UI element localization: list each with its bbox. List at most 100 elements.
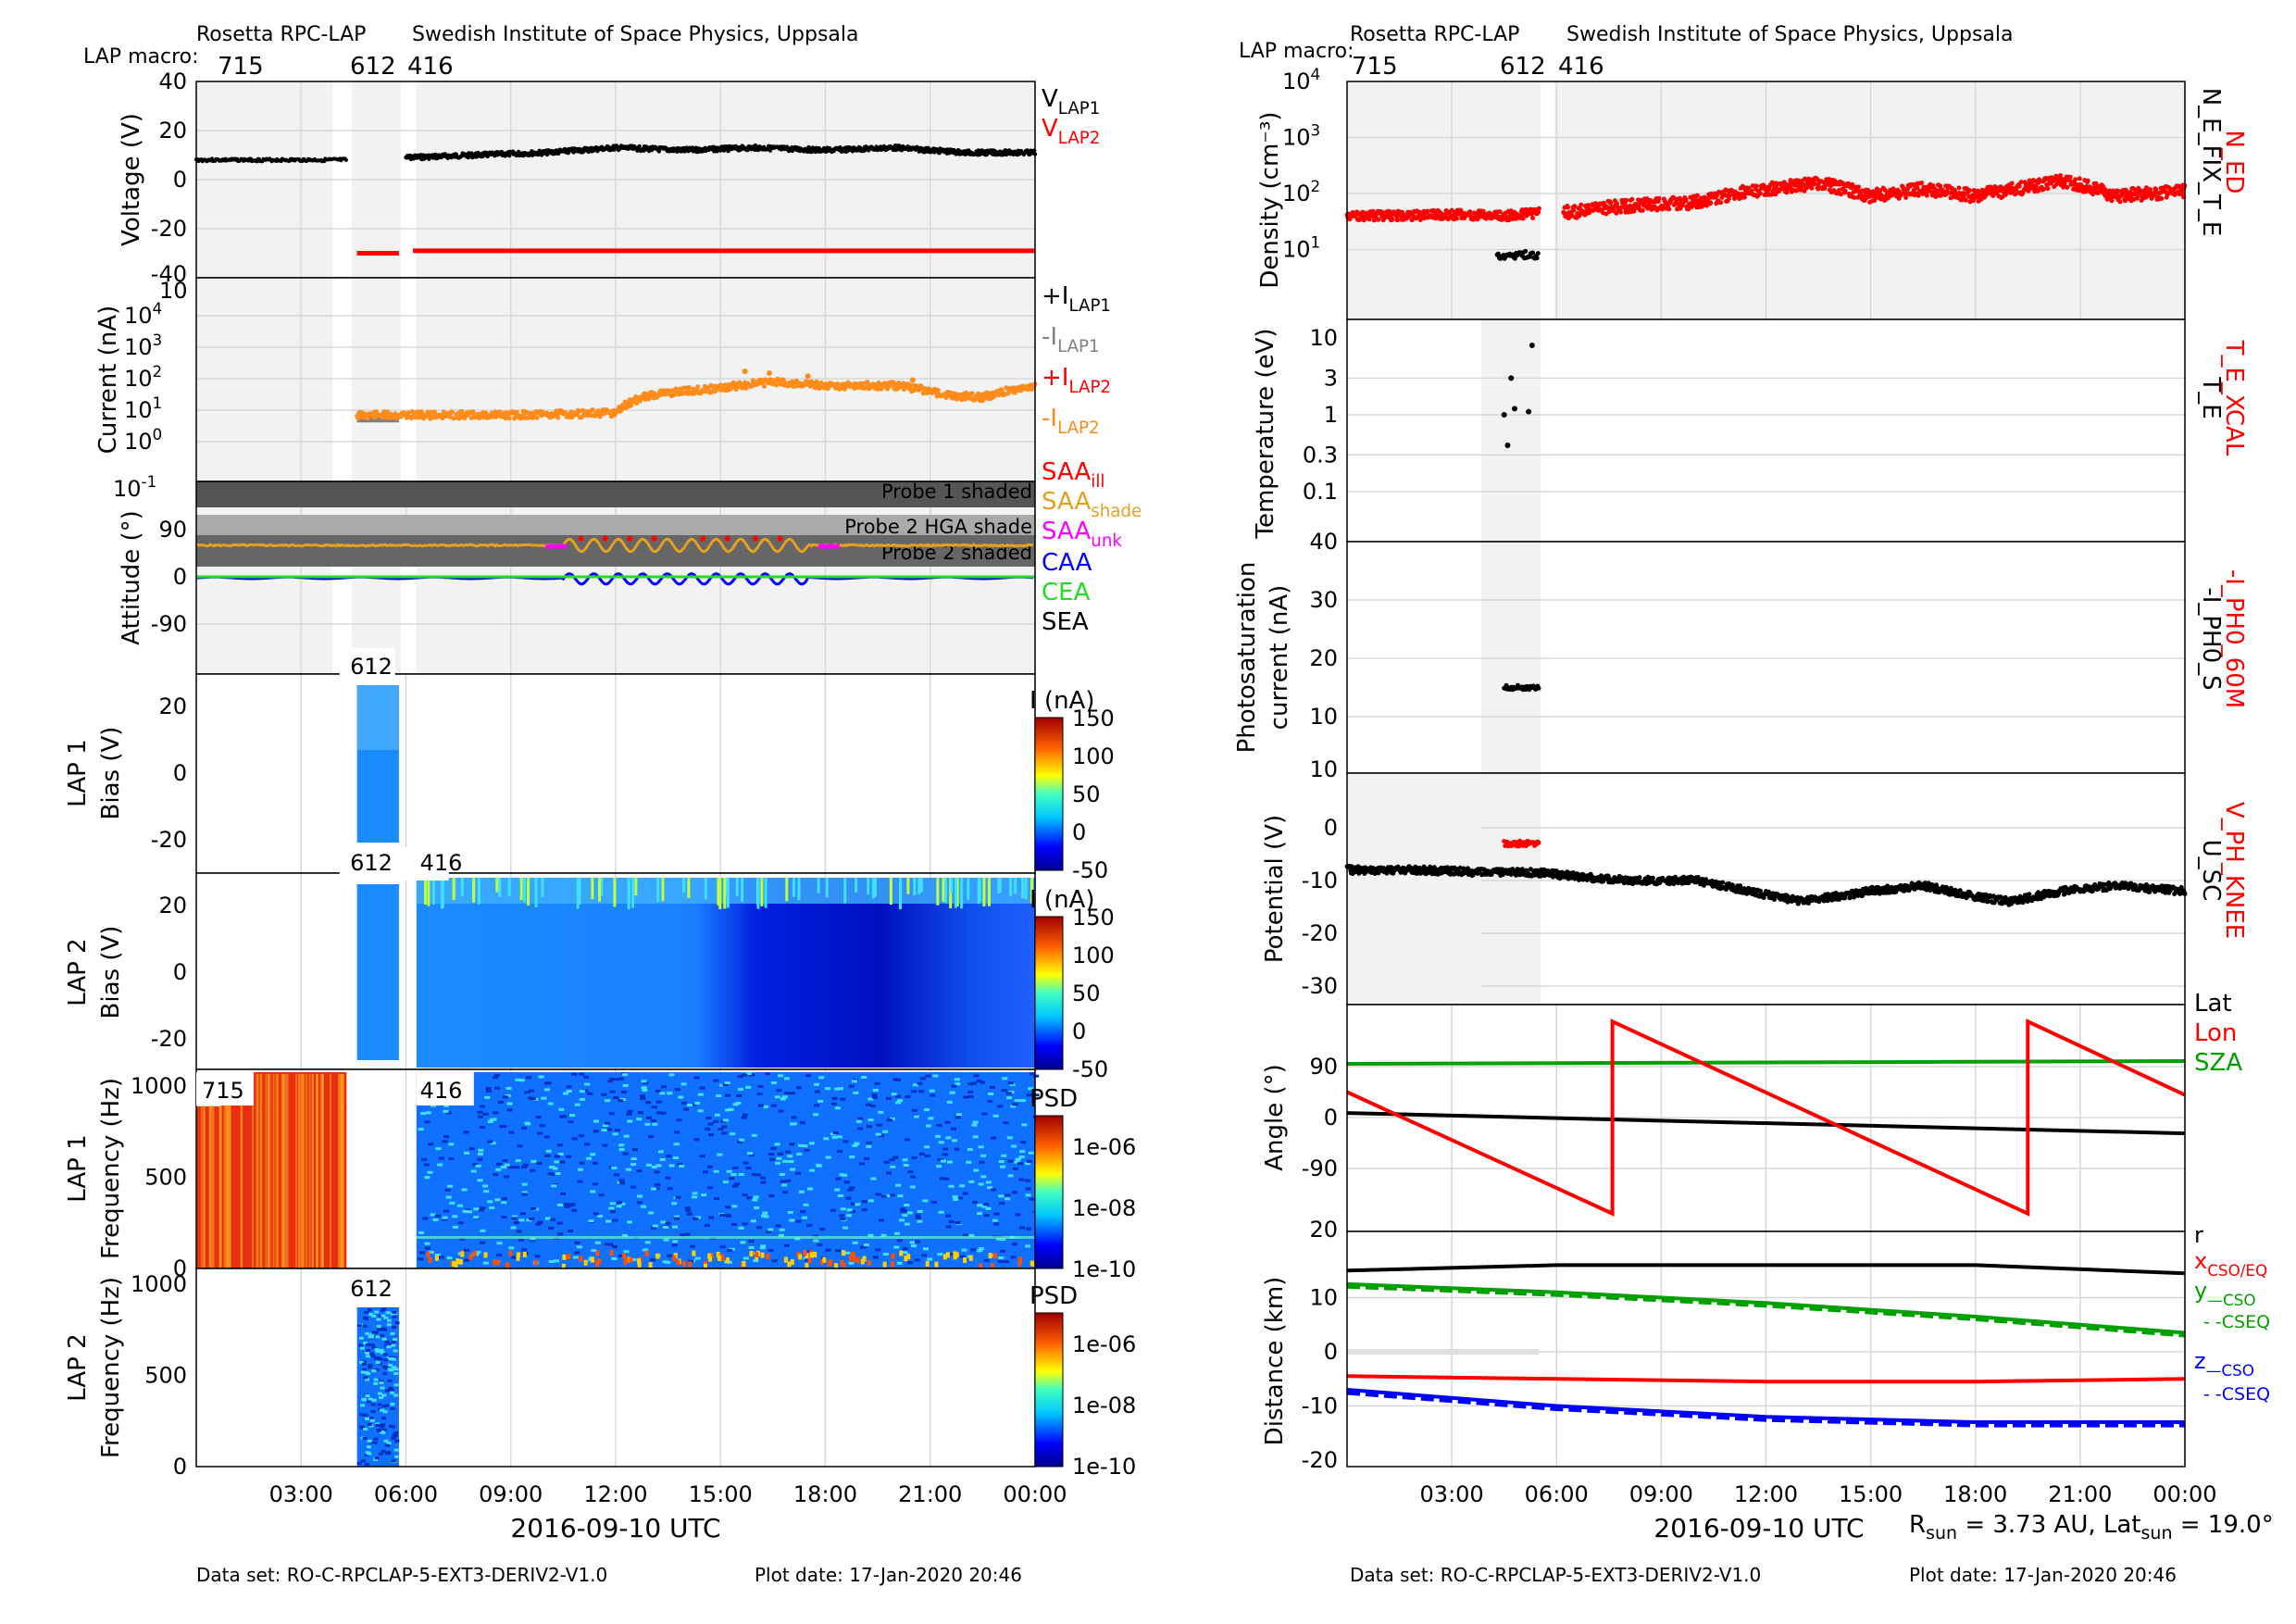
legend-minus-ilap2: -ILAP2 xyxy=(1042,405,1100,438)
y-axis-label: Frequency (Hz) xyxy=(97,1277,125,1458)
lap1-psd-noise xyxy=(661,1085,668,1089)
y-tick-label: 100 xyxy=(124,425,162,455)
lap1-psd-noise xyxy=(551,1184,557,1188)
lap1-psd-noise xyxy=(529,1089,535,1093)
lap1-psd-noise xyxy=(513,1221,519,1225)
data-gap xyxy=(1541,542,2185,773)
lap2-psd-noise xyxy=(363,1427,368,1430)
lap1-psd-lowfreq xyxy=(428,1256,432,1263)
lap1-psd-noise xyxy=(825,1248,831,1252)
lap2-psd-noise xyxy=(365,1394,370,1398)
lap1-psd-lowfreq xyxy=(505,1262,510,1268)
lap1-psd-noise xyxy=(771,1259,778,1263)
ilap2-point xyxy=(591,407,595,413)
lap1-psd-noise xyxy=(983,1203,990,1206)
lap1-psd-noise xyxy=(866,1125,872,1129)
lap2-psd-noise xyxy=(391,1459,396,1463)
lap1-psd-noise xyxy=(756,1092,763,1095)
lap1-psd-stripe xyxy=(272,1074,275,1268)
lap1-psd-noise xyxy=(848,1084,855,1088)
n-ed-point xyxy=(1903,194,1909,200)
lap1-psd-noise xyxy=(911,1090,917,1093)
data-gap xyxy=(332,278,352,481)
lap2-psd-noise xyxy=(359,1413,365,1417)
lap1-psd-noise xyxy=(971,1123,978,1127)
vlap1-point xyxy=(637,144,642,149)
lap2-bias-streak xyxy=(1009,878,1013,896)
ilap2-point xyxy=(702,383,707,389)
lap1-psd-noise xyxy=(742,1256,749,1260)
lap1-psd-noise xyxy=(970,1248,977,1252)
y-tick-label: 10 xyxy=(1309,325,1338,351)
lap1-psd-noise xyxy=(839,1214,845,1218)
macro-tag: 715 xyxy=(202,1078,244,1104)
label-sub: LAP2 xyxy=(1057,418,1100,438)
lap1-psd-noise xyxy=(446,1184,453,1188)
vlap1-point xyxy=(343,157,348,162)
lap1-psd-noise xyxy=(848,1261,855,1265)
lap1-psd-stripe xyxy=(298,1074,301,1268)
lap1-psd-noise xyxy=(463,1151,469,1155)
lap1-psd-noise xyxy=(918,1090,925,1093)
lap1-psd-noise xyxy=(895,1183,902,1187)
lap2-psd-noise xyxy=(390,1331,395,1335)
probe2-hga-shade-band xyxy=(196,515,1035,535)
label-sub: 2 xyxy=(1311,177,1321,195)
macro-715: 715 xyxy=(218,53,264,81)
lap1-psd-noise xyxy=(798,1190,805,1193)
lap1-psd-noise xyxy=(796,1152,803,1156)
n-e-fix-point xyxy=(1534,256,1540,261)
lap1-psd-noise xyxy=(875,1193,881,1196)
y-tick-label: 20 xyxy=(158,118,187,144)
lap1-psd-noise xyxy=(863,1243,869,1247)
lap1-psd-noise xyxy=(966,1160,972,1164)
lap1-psd-noise xyxy=(623,1250,630,1254)
lap1-psd-noise xyxy=(679,1233,685,1237)
lap2-psd-noise xyxy=(370,1403,376,1406)
lap1-psd-noise xyxy=(726,1169,732,1173)
n-ed-point xyxy=(2058,173,2064,178)
lap2-psd-noise xyxy=(368,1366,373,1369)
lap2-psd-noise xyxy=(379,1381,384,1385)
n-ed-point xyxy=(2065,184,2070,190)
ilap2-point xyxy=(555,415,561,420)
label-sub: LAP1 xyxy=(1057,337,1100,356)
lap1-psd-noise xyxy=(776,1089,782,1093)
ilap2-point xyxy=(969,391,975,396)
lap1-psd-noise xyxy=(496,1242,503,1245)
lap1-psd-noise xyxy=(760,1181,767,1184)
lap1-psd-lowfreq xyxy=(629,1256,633,1263)
t-e-point xyxy=(1501,412,1507,418)
n-ed-point xyxy=(1629,196,1635,202)
lap1-psd-lowfreq xyxy=(787,1261,792,1268)
lap1-psd-noise xyxy=(588,1219,594,1223)
lap1-psd-noise xyxy=(428,1143,434,1146)
lap1-psd-noise xyxy=(579,1134,585,1138)
lap1-psd-lowfreq xyxy=(755,1252,759,1258)
legend-saa-ill: SAAill xyxy=(1042,458,1104,492)
lap1-psd-noise xyxy=(694,1256,701,1260)
lap1-psd-noise xyxy=(760,1176,767,1180)
lap1-psd-noise xyxy=(1012,1243,1018,1246)
lap1-psd-noise xyxy=(671,1243,678,1247)
lap1-psd-noise xyxy=(618,1148,625,1152)
lap1-psd-noise xyxy=(463,1131,469,1134)
lap1-psd-noise xyxy=(867,1199,874,1203)
x-tick-label: 00:00 xyxy=(1003,1481,1067,1507)
y-tick-label: 40 xyxy=(158,69,187,94)
lap1-psd-noise xyxy=(544,1088,551,1092)
lap1-bias-sweep-top xyxy=(356,685,399,750)
lap1-psd-noise xyxy=(622,1083,629,1087)
lap1-psd-noise xyxy=(539,1124,545,1128)
lap2-psd-noise xyxy=(374,1310,380,1314)
lap2-bias-streak xyxy=(899,878,903,910)
lap1-psd-noise xyxy=(973,1074,980,1078)
lap1-psd-noise xyxy=(925,1074,931,1078)
lap1-psd-noise xyxy=(705,1116,712,1119)
lap2-bias-streak xyxy=(977,878,980,905)
colorbar-tick-label: 1e-10 xyxy=(1072,1454,1136,1480)
lap1-psd-noise xyxy=(574,1103,580,1106)
lap1-psd-noise xyxy=(552,1167,558,1170)
lap1-psd-noise xyxy=(861,1200,867,1204)
lap2-psd-noise xyxy=(393,1455,399,1458)
